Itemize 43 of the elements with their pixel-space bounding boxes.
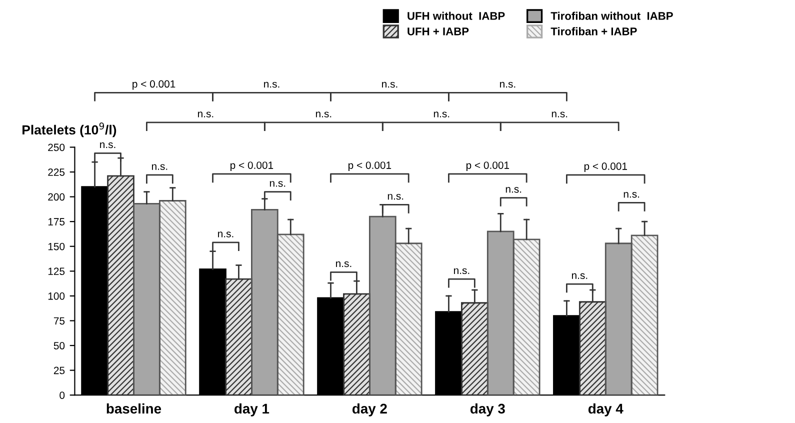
x-tick-label: baseline [106, 403, 162, 414]
annotation: n.s. [506, 187, 522, 193]
legend-label: UFH without IABP [408, 12, 505, 20]
annotation: p < 0.001 [466, 162, 510, 171]
text: n.s. [434, 112, 450, 118]
annotation: n.s. [270, 181, 286, 187]
annotation: n.s. [454, 268, 470, 274]
annotation: n.s. [218, 232, 234, 238]
y-axis-title: Platelets (10$^{9}$/l) [22, 122, 116, 138]
annotation: n.s. [336, 261, 352, 268]
y-tick-label: 100 [48, 292, 65, 300]
y-tick-label: 75 [54, 317, 65, 325]
text: n.s. [552, 112, 568, 118]
text: n.s. [264, 82, 280, 88]
annotation: n.s. [100, 142, 116, 148]
y-tick-label: 225 [48, 168, 65, 176]
x-tick-label: day 1 [234, 403, 270, 416]
text: p < 0.001 [132, 80, 176, 90]
annotation: p < 0.001 [348, 162, 392, 171]
x-tick-label: day 2 [352, 403, 387, 416]
text: n.s. [316, 112, 332, 118]
text: n.s. [382, 82, 398, 88]
y-tick-label: 125 [48, 268, 65, 276]
legend-label: Tirofiban without IABP [550, 12, 673, 20]
text: n.s. [198, 112, 214, 118]
y-tick-label: 150 [48, 242, 65, 250]
legend-label: Tirofiban + IABP [550, 27, 637, 36]
y-tick-label: 200 [48, 193, 65, 201]
y-tick-label: 175 [48, 218, 65, 226]
legend-label: UFH + IABP [408, 28, 469, 36]
x-tick-label: day 4 [588, 403, 624, 416]
text: n.s. [500, 82, 516, 88]
x-tick-label: day 3 [470, 403, 505, 416]
annotation: n.s. [572, 273, 588, 279]
annotation: n.s. [152, 164, 168, 170]
annotation: p < 0.001 [584, 162, 627, 172]
y-tick-label: 0 [60, 392, 65, 399]
annotation: n.s. [388, 194, 404, 200]
y-tick-label: 250 [48, 144, 65, 152]
y-tick-label: 25 [54, 366, 65, 374]
y-tick-label: 50 [54, 342, 65, 350]
annotation: n.s. [624, 192, 640, 198]
annotation: p < 0.001 [230, 162, 274, 171]
